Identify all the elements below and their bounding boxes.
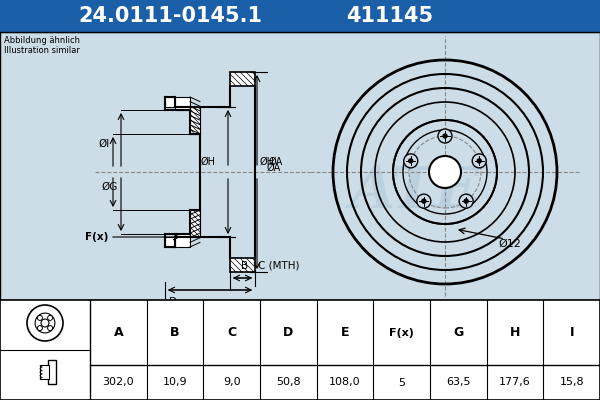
Circle shape	[429, 156, 461, 188]
Text: H: H	[510, 326, 520, 339]
Bar	[0, 32, 600, 300]
Circle shape	[41, 319, 49, 327]
Text: ®: ®	[466, 197, 480, 211]
Circle shape	[438, 129, 452, 143]
Bar	[175, 97, 190, 110]
Text: B: B	[170, 326, 180, 339]
Text: ØH: ØH	[260, 157, 275, 167]
Circle shape	[37, 326, 43, 330]
Bar	[0, 32, 600, 300]
Text: I: I	[569, 326, 574, 339]
Text: ØH: ØH	[201, 157, 216, 167]
Circle shape	[417, 194, 431, 208]
Bar	[165, 97, 175, 107]
Circle shape	[422, 199, 426, 203]
Circle shape	[464, 199, 468, 203]
Text: 411145: 411145	[346, 6, 434, 26]
Bar	[230, 258, 255, 272]
Circle shape	[459, 194, 473, 208]
Text: D: D	[169, 297, 177, 307]
Text: 9,0: 9,0	[223, 378, 241, 388]
Text: ØG: ØG	[101, 182, 118, 192]
Text: F(x): F(x)	[85, 232, 108, 242]
Text: G: G	[453, 326, 463, 339]
Circle shape	[409, 159, 413, 163]
Bar	[190, 107, 200, 134]
Circle shape	[443, 134, 447, 138]
Text: 10,9: 10,9	[163, 378, 187, 388]
Text: Abbildung ähnlich: Abbildung ähnlich	[4, 36, 80, 45]
Text: 24.0111-0145.1: 24.0111-0145.1	[78, 6, 262, 26]
Text: 63,5: 63,5	[446, 378, 470, 388]
Bar	[230, 72, 255, 86]
Text: F(x): F(x)	[389, 328, 414, 338]
Bar	[190, 210, 200, 237]
Text: 177,6: 177,6	[499, 378, 531, 388]
Circle shape	[472, 154, 486, 168]
Circle shape	[404, 154, 418, 168]
Bar	[165, 237, 175, 247]
Text: 15,8: 15,8	[559, 378, 584, 388]
Text: Illustration similar: Illustration similar	[4, 46, 80, 55]
Text: A: A	[113, 326, 123, 339]
Text: ØA: ØA	[267, 163, 281, 173]
Text: ØI: ØI	[99, 139, 110, 149]
Text: ØA: ØA	[269, 157, 283, 167]
Text: 50,8: 50,8	[276, 378, 301, 388]
Circle shape	[37, 316, 43, 320]
Text: 108,0: 108,0	[329, 378, 361, 388]
Text: Ø12: Ø12	[499, 239, 521, 249]
Circle shape	[477, 159, 481, 163]
Text: ATE: ATE	[350, 164, 480, 220]
Text: 5: 5	[398, 378, 405, 388]
Circle shape	[47, 316, 53, 320]
Circle shape	[47, 326, 53, 330]
Bar	[0, 0, 600, 32]
Text: E: E	[341, 326, 349, 339]
Bar	[175, 234, 190, 247]
Bar	[0, 300, 600, 400]
Bar	[48, 360, 56, 384]
Bar	[40, 365, 49, 379]
Text: B: B	[241, 261, 248, 271]
Text: C (MTH): C (MTH)	[258, 261, 299, 271]
Text: 302,0: 302,0	[103, 378, 134, 388]
Text: D: D	[283, 326, 293, 339]
Text: C: C	[227, 326, 236, 339]
